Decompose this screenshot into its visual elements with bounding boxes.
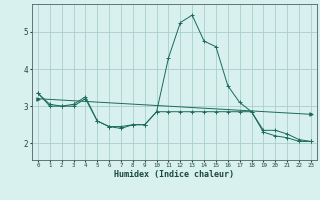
X-axis label: Humidex (Indice chaleur): Humidex (Indice chaleur) (115, 170, 234, 179)
